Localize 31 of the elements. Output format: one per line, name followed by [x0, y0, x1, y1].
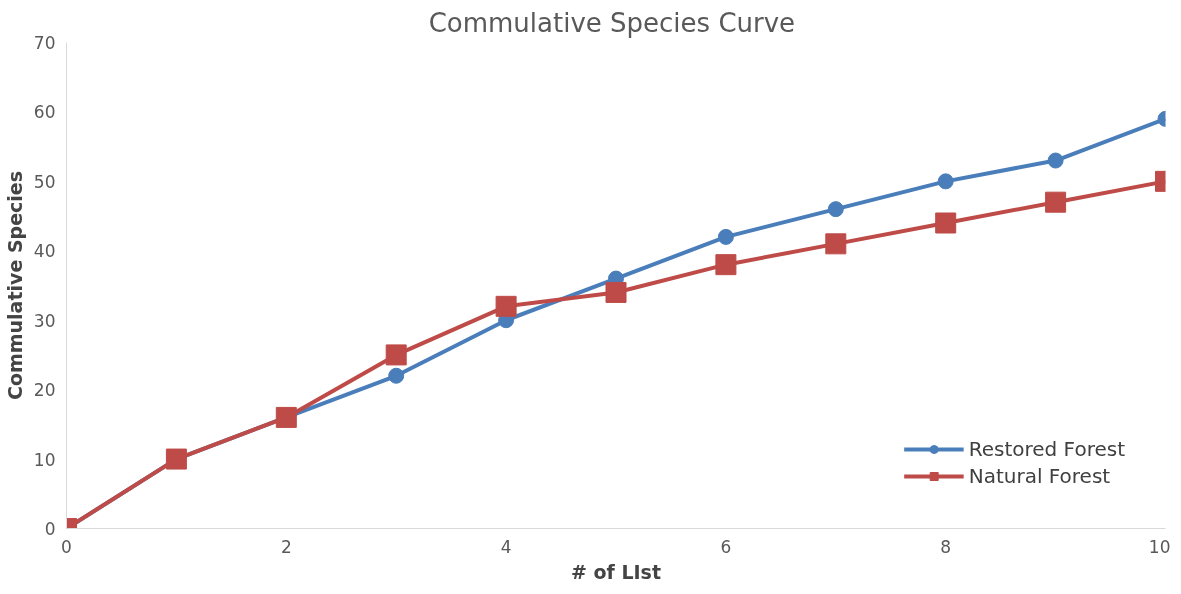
legend-label: Restored Forest: [968, 437, 1125, 461]
point: [1047, 152, 1064, 169]
x-tick-label: 10: [1148, 536, 1171, 557]
y-tick-label: 60: [33, 102, 56, 123]
point: [717, 228, 734, 245]
point: [827, 201, 844, 218]
point: [1045, 191, 1067, 213]
y-tick-label: 40: [33, 241, 56, 262]
y-tick-label: 10: [33, 449, 56, 470]
point: [935, 212, 957, 234]
y-tick-label: 20: [33, 380, 56, 401]
y-tick-label: 50: [33, 171, 56, 192]
point: [825, 233, 847, 255]
x-tick-label: 0: [61, 536, 72, 557]
chart-title: Commulative Species Curve: [428, 7, 796, 38]
x-tick-label: 8: [940, 536, 952, 557]
point: [495, 295, 517, 317]
y-axis-title: Commulative Species: [3, 170, 26, 401]
point: [715, 254, 737, 276]
x-tick-label: 4: [500, 536, 512, 557]
y-tick-label: 0: [44, 519, 56, 539]
legend-label: Natural Forest: [968, 464, 1111, 488]
x-tick-label: 2: [280, 536, 292, 557]
point: [937, 173, 954, 190]
point: [385, 344, 407, 366]
point: [605, 281, 627, 303]
y-tick-label: 30: [33, 310, 56, 331]
x-axis-title: # of LIst: [570, 560, 662, 583]
y-tick-label: 70: [33, 33, 56, 53]
x-tick-label: 6: [720, 536, 732, 557]
point: [388, 367, 405, 384]
